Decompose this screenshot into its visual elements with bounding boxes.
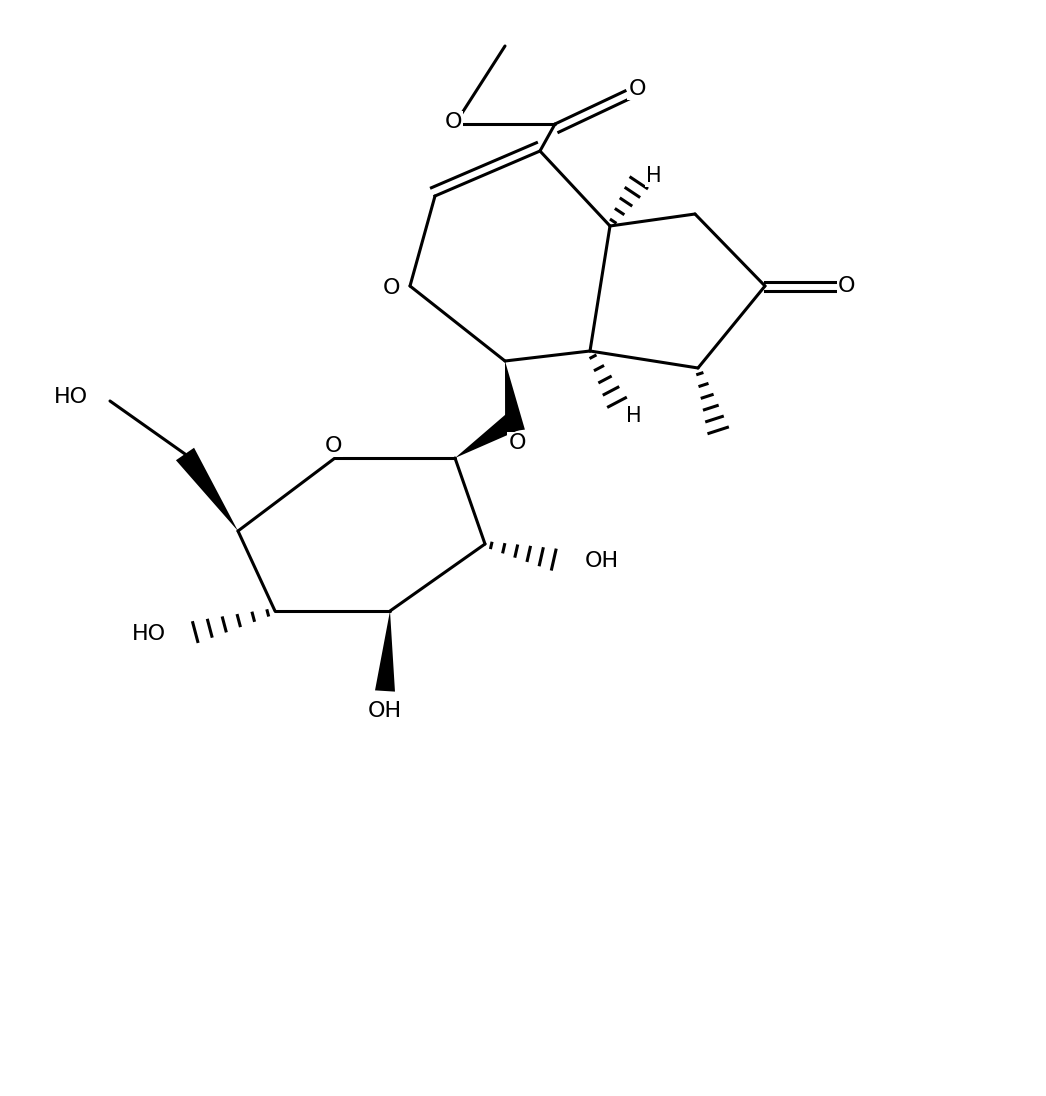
Text: O: O <box>324 436 342 456</box>
Text: O: O <box>445 112 461 132</box>
Polygon shape <box>376 610 395 692</box>
Text: HO: HO <box>132 624 166 644</box>
Polygon shape <box>455 410 523 458</box>
Polygon shape <box>505 361 525 433</box>
Text: H: H <box>627 406 642 426</box>
Text: OH: OH <box>368 701 402 721</box>
Text: O: O <box>508 433 526 453</box>
Text: O: O <box>629 79 645 99</box>
Polygon shape <box>176 448 238 530</box>
Text: H: H <box>646 165 662 186</box>
Text: O: O <box>838 276 856 296</box>
Text: O: O <box>383 278 401 298</box>
Text: OH: OH <box>585 551 619 571</box>
Text: HO: HO <box>54 387 88 407</box>
